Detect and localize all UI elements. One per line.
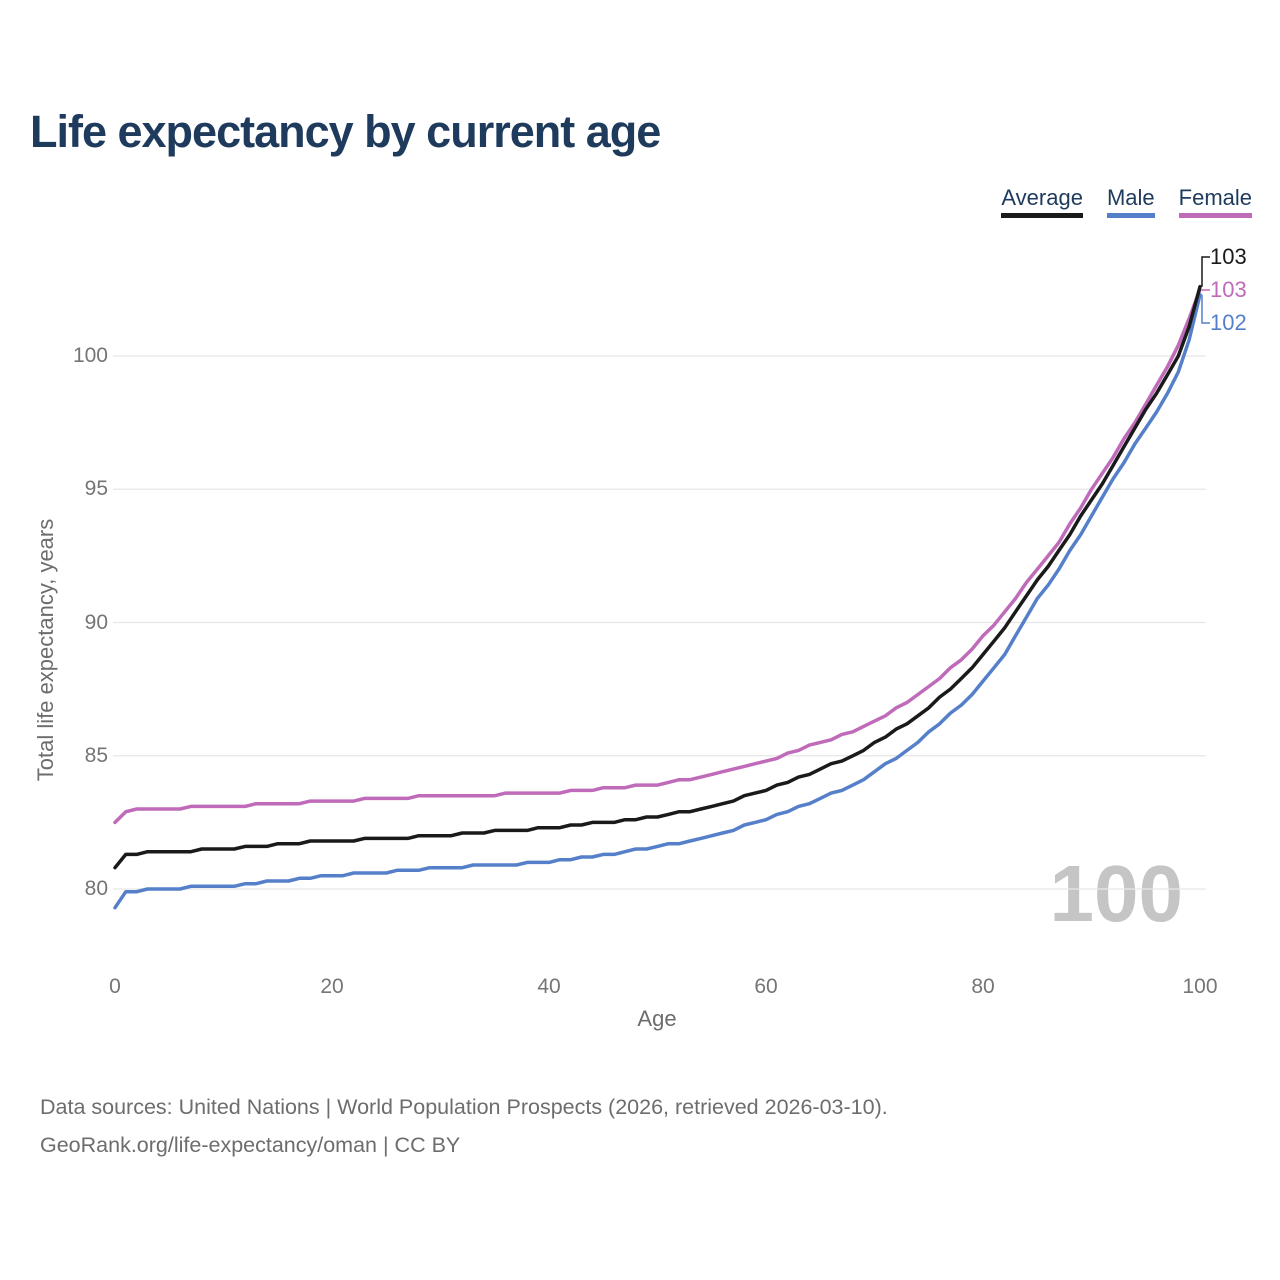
x-tick-label: 0 <box>109 975 121 998</box>
end-label-average: 103 <box>1210 244 1247 269</box>
legend-item-average[interactable]: Average <box>1001 185 1083 219</box>
x-axis-title: Age <box>637 1006 677 1031</box>
y-tick-label: 80 <box>84 877 108 900</box>
x-tick-label: 20 <box>320 975 344 998</box>
page-title: Life expectancy by current age <box>30 106 661 157</box>
y-tick-label: 85 <box>84 743 108 767</box>
end-label-connector-average <box>1201 256 1210 287</box>
footer-link-line: GeoRank.org/life-expectancy/oman | CC BY <box>40 1133 461 1157</box>
legend-item-male[interactable]: Male <box>1106 185 1155 219</box>
age-watermark: 100 <box>1049 849 1183 938</box>
series-line-female <box>113 287 1202 825</box>
footer: Data sources: United Nations | World Pop… <box>40 1088 888 1164</box>
x-tick-label: 40 <box>537 975 561 998</box>
end-label-connector-male <box>1201 294 1210 324</box>
end-label-male: 102 <box>1210 310 1247 335</box>
y-tick-label: 100 <box>72 344 108 367</box>
x-tick-label: 100 <box>1182 975 1218 998</box>
legend-item-female[interactable]: Female <box>1178 185 1252 219</box>
y-tick-label: 95 <box>84 477 108 501</box>
series-line-male <box>113 292 1202 910</box>
legend: Average Male Female <box>1001 185 1252 219</box>
y-tick-label: 90 <box>84 610 108 634</box>
x-tick-label: 60 <box>754 975 778 998</box>
series-line-average <box>113 284 1202 870</box>
x-tick-label: 80 <box>971 975 995 998</box>
end-label-female: 103 <box>1210 277 1247 302</box>
footer-sources-line: Data sources: United Nations | World Pop… <box>40 1095 888 1119</box>
